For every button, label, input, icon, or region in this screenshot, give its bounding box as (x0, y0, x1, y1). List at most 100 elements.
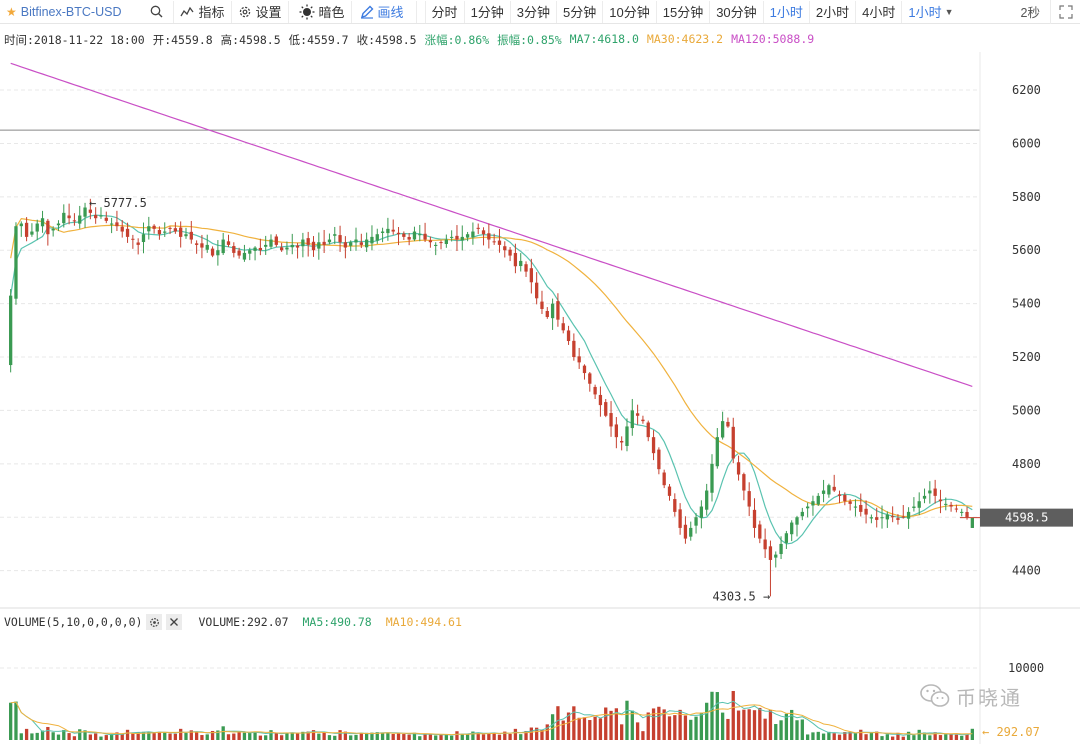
volume-bar-90 (487, 733, 491, 740)
volume-bar-174 (933, 732, 937, 740)
draw-button[interactable]: 画线 (350, 0, 410, 23)
volume-bar-155 (832, 733, 836, 740)
interval-select[interactable]: 1小时 ▼ (901, 0, 959, 23)
candle-body-6 (40, 218, 45, 227)
volume-bar-57 (311, 730, 316, 740)
candle-body-137 (736, 462, 741, 475)
volume-bar-106 (572, 706, 576, 740)
volume-settings-gear-icon[interactable] (146, 614, 163, 630)
candle-body-157 (843, 494, 847, 502)
candle-body-37 (205, 244, 209, 250)
candle-body-181 (970, 517, 974, 528)
ohlc-info-line: 时间:2018-11-22 18:00 开:4559.8 高:4598.5 低:… (4, 32, 822, 48)
candle-body-140 (752, 509, 757, 528)
price-tick-2: 4800 (1012, 457, 1041, 471)
volume-bar-100 (540, 729, 544, 740)
favorite-star-icon[interactable]: ★ (6, 4, 17, 19)
volume-bar-51 (279, 735, 284, 740)
volume-bar-25 (141, 731, 146, 740)
volume-bar-170 (912, 735, 916, 740)
volume-bar-54 (295, 732, 300, 740)
candle-body-29 (163, 231, 167, 233)
symbol-selector[interactable]: ★ Bitfinex-BTC-USD (0, 0, 127, 24)
interval-button-6[interactable]: 30分钟 (709, 0, 762, 23)
candle-body-103 (556, 301, 560, 320)
volume-bar-72 (391, 734, 395, 740)
settings-label: 设置 (255, 5, 282, 20)
volume-ma10: MA10:494.61 (385, 615, 462, 629)
volume-ma-lines (10, 700, 973, 736)
interval-button-8[interactable]: 2小时 (808, 0, 855, 23)
candle-body-0 (9, 295, 13, 366)
volume-bar-169 (906, 731, 911, 740)
volume-bar-17 (99, 736, 103, 740)
volume-bar-180 (965, 734, 969, 740)
volume-bar-22 (125, 729, 130, 740)
volume-bar-109 (588, 720, 592, 740)
candle-body-67 (364, 239, 369, 248)
search-icon[interactable] (145, 0, 167, 24)
refresh-interval[interactable]: 2秒 (1020, 6, 1040, 20)
volume-bar-154 (827, 731, 831, 740)
candle-body-86 (465, 234, 470, 238)
volume-bar-32 (179, 728, 183, 740)
candle-body-116 (625, 426, 629, 446)
candles (9, 198, 974, 597)
volume-bar-21 (120, 733, 124, 740)
interval-button-5[interactable]: 15分钟 (655, 0, 709, 23)
volume-bar-91 (492, 732, 496, 740)
volume-bar-46 (253, 731, 257, 740)
candle-body-101 (545, 310, 549, 317)
interval-button-0[interactable]: 分时 (424, 0, 464, 23)
volume-axis: 10000 ← 292.07 (982, 661, 1044, 739)
fullscreen-icon[interactable] (1050, 0, 1080, 24)
volume-bar-50 (274, 732, 278, 740)
volume-bar-70 (380, 732, 385, 740)
interval-button-9[interactable]: 4小时 (855, 0, 901, 23)
interval-button-3[interactable]: 5分钟 (556, 0, 602, 23)
volume-bar-8 (51, 732, 55, 740)
volume-bar-62 (338, 730, 342, 740)
volume-bar-159 (853, 733, 858, 740)
volume-close-icon[interactable] (166, 614, 183, 630)
volume-bar-64 (349, 735, 353, 740)
candle-body-98 (529, 268, 533, 283)
candle-body-144 (774, 554, 778, 558)
theme-toggle-button[interactable]: 暗色 (287, 0, 351, 23)
candle-body-42 (232, 246, 236, 253)
candle-body-57 (311, 241, 316, 251)
interval-button-4[interactable]: 10分钟 (602, 0, 655, 23)
volume-bar-102 (550, 714, 555, 740)
volume-bar-156 (837, 734, 842, 740)
volume-bar-41 (226, 734, 231, 740)
interval-button-2[interactable]: 3分钟 (509, 0, 556, 23)
price-grid (0, 89, 980, 572)
candle-body-4 (30, 231, 34, 235)
volume-bar-178 (954, 734, 959, 740)
candle-body-130 (699, 506, 704, 518)
interval-button-1[interactable]: 1分钟 (463, 0, 510, 23)
volume-bar-45 (248, 732, 252, 740)
candle-body-162 (869, 517, 874, 519)
volume-bar-138 (742, 709, 746, 740)
volume-bar-152 (816, 731, 820, 740)
volume-bar-85 (460, 733, 464, 740)
volume-bar-55 (301, 731, 305, 740)
kline-chart[interactable]: 4400460048005000520054005600580060006200… (0, 52, 1080, 744)
candle-body-44 (242, 252, 247, 260)
indicators-button[interactable]: 指标 (173, 0, 230, 23)
volume-bar-137 (736, 710, 741, 740)
pencil-icon (360, 5, 374, 19)
candle-body-120 (646, 422, 650, 438)
candle-body-105 (566, 330, 571, 342)
volume-bar-12 (72, 736, 77, 740)
volume-bar-128 (689, 719, 693, 740)
candle-body-173 (928, 490, 932, 494)
volume-bar-28 (157, 731, 162, 740)
volume-bar-121 (651, 708, 656, 740)
info-high: 高:4598.5 (220, 33, 281, 47)
interval-button-7[interactable]: 1小时 (762, 0, 809, 23)
candle-body-68 (370, 236, 374, 244)
settings-button[interactable]: 设置 (230, 0, 288, 23)
volume-bar-148 (795, 720, 799, 740)
